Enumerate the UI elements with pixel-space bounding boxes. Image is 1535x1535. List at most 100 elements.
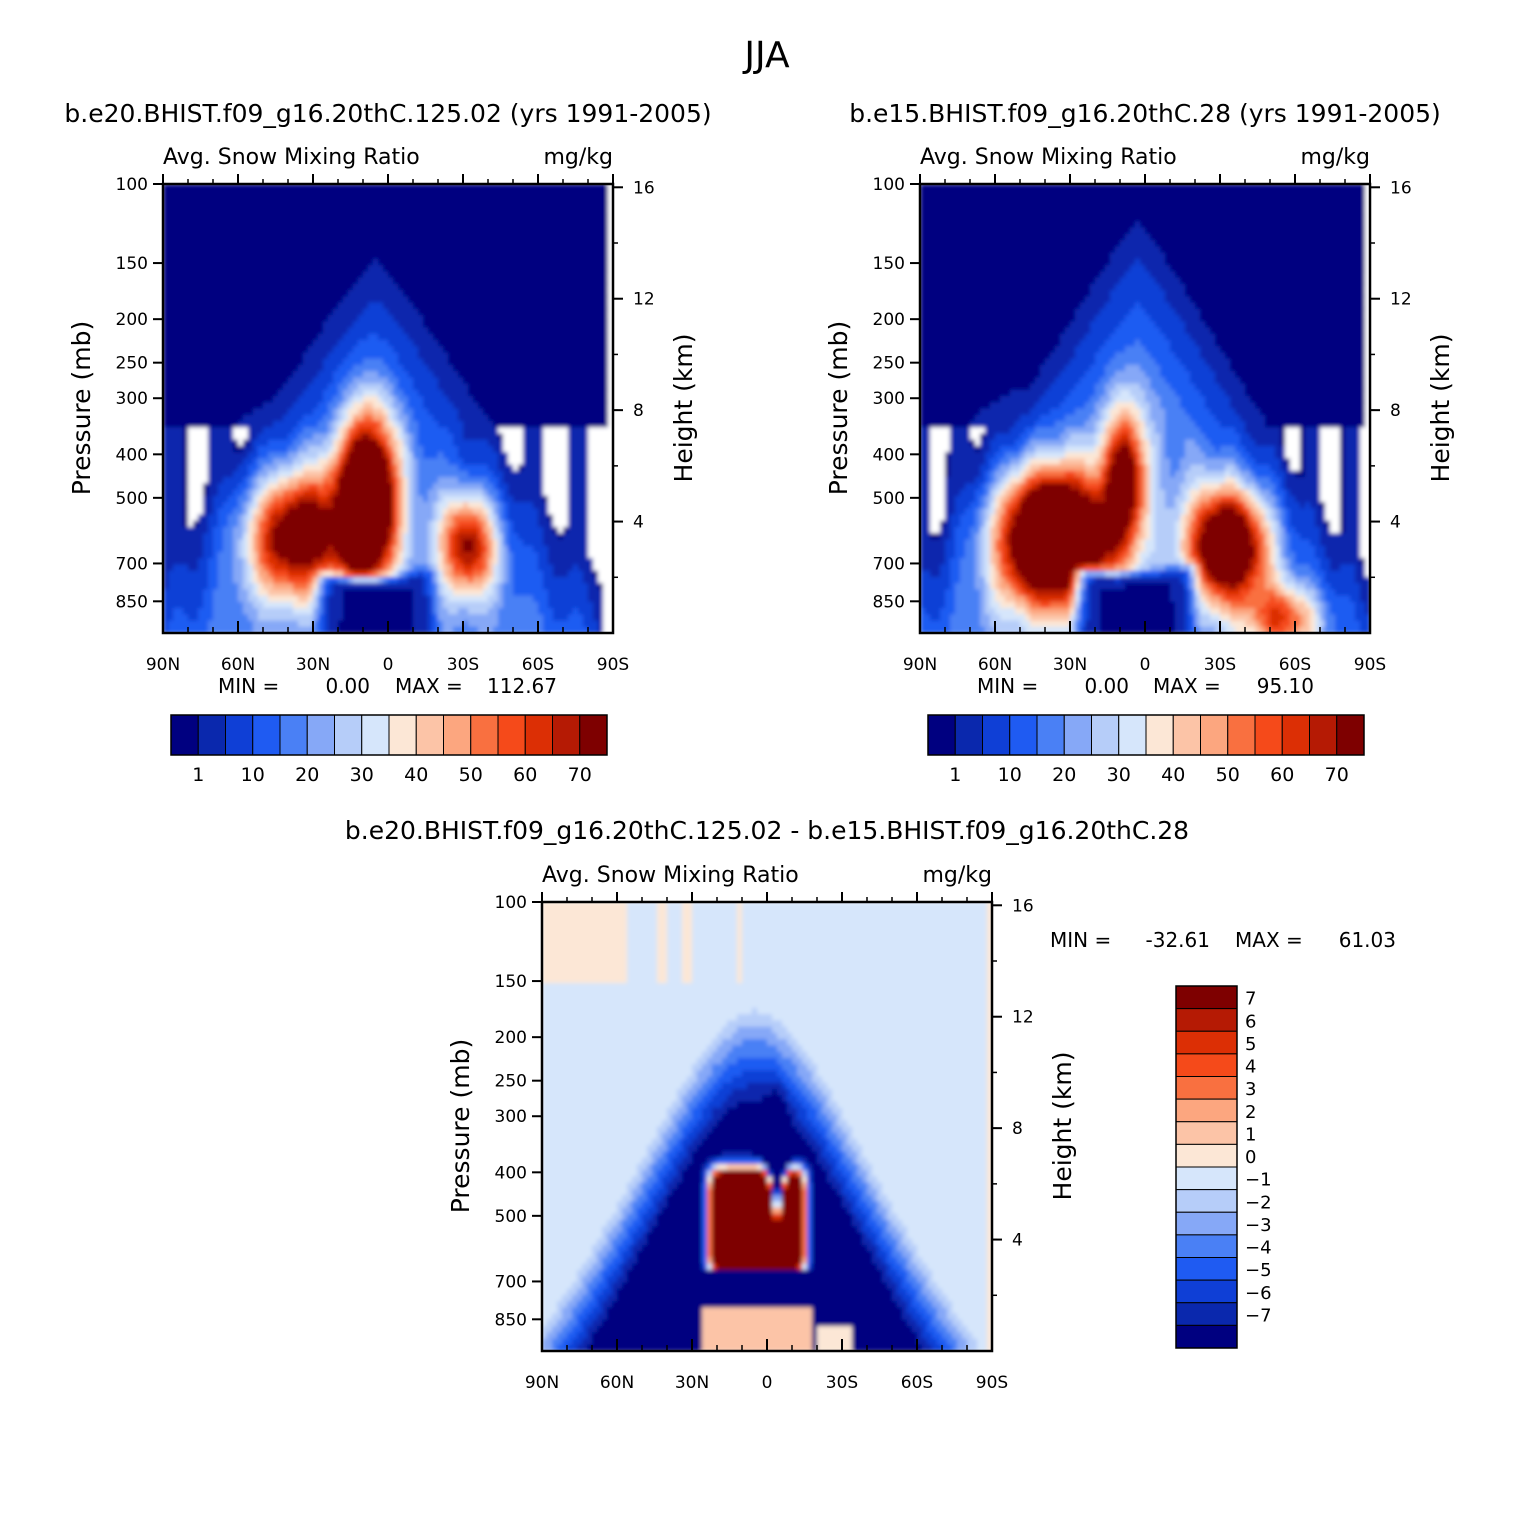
field-cell — [453, 526, 459, 534]
field-cell — [1240, 414, 1266, 422]
field-cell — [975, 583, 986, 590]
field-cell — [667, 1157, 673, 1165]
field-cell — [872, 1238, 878, 1246]
colorbar-box — [1254, 714, 1283, 756]
field-cell — [448, 539, 454, 547]
field-cell — [313, 595, 319, 603]
field-cell — [588, 433, 613, 441]
field-cell — [1260, 526, 1266, 534]
field-cell — [932, 1276, 988, 1284]
field-cell — [965, 483, 981, 491]
field-cell — [990, 464, 996, 472]
field-cell — [553, 608, 574, 615]
x-tick-label: 0 — [383, 655, 394, 675]
field-cell — [493, 626, 544, 633]
field-cell — [542, 1051, 703, 1059]
field-cell — [498, 508, 504, 516]
field-cell — [642, 1170, 653, 1177]
field-cell — [1340, 495, 1346, 503]
field-cell — [607, 1313, 703, 1321]
field-cell — [1305, 595, 1311, 603]
colorbar-label: 20 — [1052, 764, 1076, 786]
field-cell — [1110, 420, 1116, 428]
field-cell — [637, 1238, 648, 1246]
field-cell — [1040, 483, 1071, 491]
field-cell — [1310, 564, 1321, 572]
field-cell — [1300, 626, 1311, 633]
field-cell — [1340, 470, 1346, 478]
field-cell — [393, 570, 399, 578]
field-cell — [1195, 439, 1211, 447]
field-cell — [802, 1045, 988, 1053]
field-cell — [288, 502, 299, 509]
field-cell — [1205, 433, 1241, 441]
colorbar-box — [1227, 714, 1256, 756]
field-cell — [687, 1163, 703, 1171]
field-cell — [523, 539, 544, 547]
field-cell — [538, 508, 549, 516]
field-cell — [398, 576, 409, 584]
field-cell — [1210, 595, 1221, 603]
field-cell — [682, 1170, 703, 1177]
y-tick-label: 300 — [873, 389, 905, 409]
field-cell — [1080, 583, 1086, 590]
field-cell — [672, 1145, 683, 1153]
field-cell — [1075, 595, 1081, 603]
field-cell — [1205, 601, 1211, 609]
field-cell — [548, 589, 589, 597]
field-cell — [847, 1138, 858, 1146]
field-cell — [902, 1307, 908, 1315]
field-cell — [1275, 545, 1281, 553]
field-cell — [388, 377, 399, 385]
field-cell — [353, 402, 364, 410]
field-cell — [1255, 614, 1266, 622]
field-cell — [1155, 321, 1186, 329]
field-cell — [203, 551, 214, 559]
field-cell — [213, 589, 239, 597]
field-cell — [1095, 358, 1111, 366]
field-cell — [1115, 576, 1121, 584]
field-cell — [508, 502, 534, 509]
field-cell — [1000, 614, 1026, 622]
field-cell — [1165, 296, 1191, 304]
field-cell — [473, 508, 484, 516]
field-cell — [383, 570, 389, 578]
field-cell — [692, 958, 738, 965]
field-cell — [273, 420, 299, 428]
field-cell — [463, 539, 474, 547]
field-cell — [493, 589, 499, 597]
field-cell — [1190, 564, 1196, 572]
field-cell — [278, 477, 289, 484]
field-cell — [513, 526, 544, 534]
field-cell — [667, 920, 683, 928]
field-cell — [1300, 427, 1306, 435]
field-cell — [597, 1269, 603, 1277]
field-cell — [1255, 545, 1261, 553]
field-cell — [942, 1344, 953, 1351]
field-cell — [920, 502, 931, 509]
field-cell — [562, 1313, 573, 1321]
field-cell — [627, 958, 658, 965]
field-cell — [408, 514, 414, 522]
field-cell — [1320, 502, 1326, 509]
colorbar-label: 5 — [1245, 1034, 1256, 1055]
field-cell — [692, 951, 738, 959]
field-cell — [542, 1076, 688, 1084]
field-cell — [338, 626, 414, 633]
field-cell — [1005, 514, 1011, 522]
field-cell — [542, 995, 988, 1003]
field-cell — [577, 1332, 588, 1340]
field-cell — [483, 502, 489, 509]
field-cell — [1115, 551, 1121, 559]
field-cell — [408, 483, 414, 491]
field-cell — [543, 470, 569, 478]
field-cell — [712, 1095, 728, 1103]
field-cell — [293, 495, 299, 503]
field-cell — [792, 1163, 798, 1171]
field-cell — [503, 470, 544, 478]
field-cell — [483, 583, 489, 590]
field-cell — [920, 252, 1111, 260]
field-cell — [852, 1220, 863, 1227]
field-cell — [782, 1076, 793, 1084]
field-cell — [1185, 545, 1191, 553]
